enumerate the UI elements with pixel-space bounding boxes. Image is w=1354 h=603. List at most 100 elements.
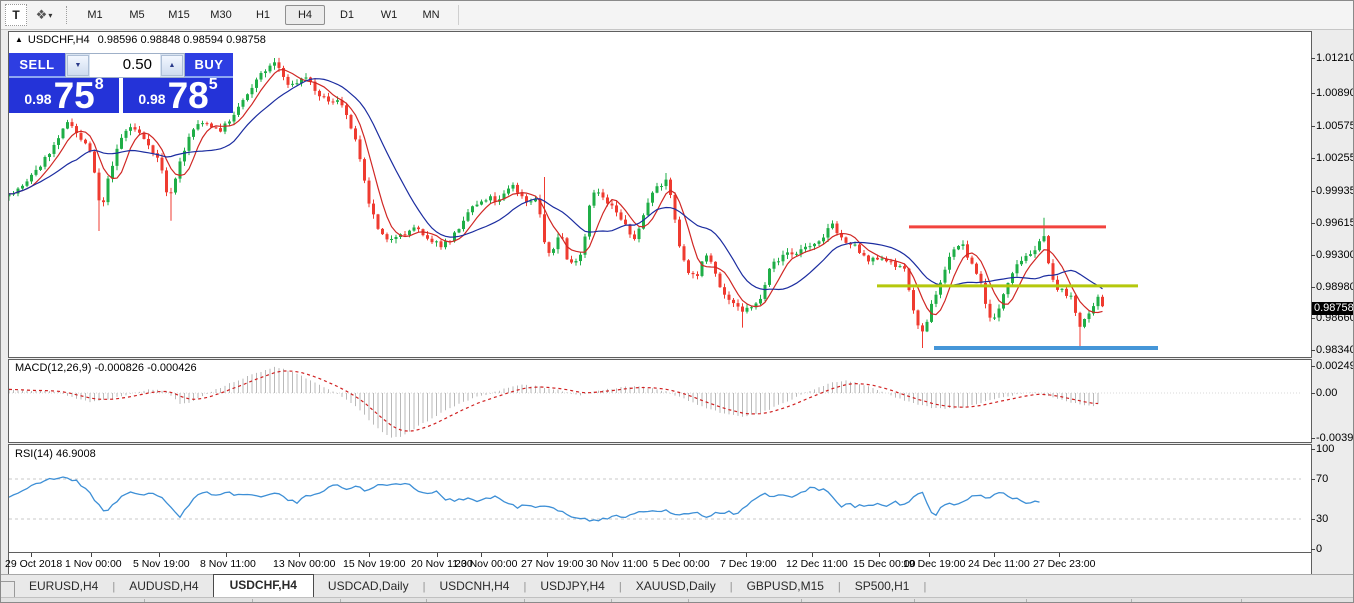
time-axis-tick [679, 553, 680, 557]
chart-tab-bar: EURUSD,H4 | AUDUSD,H4 USDCHF,H4 USDCAD,Daily… [1, 574, 1353, 597]
rsi-axis-label-tick [1311, 519, 1315, 520]
buy-button[interactable]: BUY [185, 53, 233, 78]
drawing-tool-button[interactable]: ❖ ▾ [31, 5, 57, 25]
time-axis-tick [547, 553, 548, 557]
bottom-strip-tick [688, 599, 689, 602]
rsi-canvas[interactable] [9, 445, 1311, 552]
price-axis-label-tick [1311, 93, 1315, 94]
bottom-strip-tick [801, 599, 802, 602]
bottom-strip-tick [914, 599, 915, 602]
tab-usdcad-daily[interactable]: USDCAD,Daily [327, 579, 409, 593]
price-axis-label-tick [1311, 126, 1315, 127]
time-axis-label: 8 Nov 11:00 [200, 558, 256, 570]
tab-separator: | [729, 581, 733, 593]
time-axis: 29 Oct 2018 1 Nov 00:00 5 Nov 19:00 8 Nov 1… [5, 553, 1312, 574]
chart-symbol-period: USDCHF,H4 [27, 34, 90, 46]
tab-audusd-h4[interactable]: AUDUSD,H4 [129, 579, 199, 593]
tab-sp500-h1[interactable]: SP500,H1 [854, 579, 910, 593]
sell-price-main: 75 [53, 75, 95, 116]
time-axis-label: 23 Nov 00:00 [455, 558, 518, 570]
price-axis-label: 0.99300 [1316, 249, 1354, 261]
time-axis-tick [91, 553, 92, 557]
drawing-tool-icon: ❖ [35, 7, 48, 22]
tab-usdjpy-h4[interactable]: USDJPY,H4 [540, 579, 605, 593]
chart-ohlc-values: 0.98596 0.98848 0.98594 0.98758 [97, 34, 266, 46]
timeframe-button-m5[interactable]: M5 [129, 9, 145, 21]
toolbar: T ❖ ▾ M1 M5 M15 M30 H1 H4 D1 W1 MN [1, 1, 1353, 30]
tab-gbpusd-m15[interactable]: GBPUSD,M15 [746, 579, 824, 593]
timeframe-button-m15[interactable]: M15 [168, 9, 190, 21]
rsi-axis-label: 100 [1316, 443, 1335, 455]
price-axis-label-tick [1311, 158, 1315, 159]
tab-eurusd-h4[interactable]: EURUSD,H4 [29, 579, 99, 593]
volume-input[interactable]: 0.50 [90, 54, 160, 77]
time-axis-label: 19 Dec 19:00 [903, 558, 966, 570]
time-axis-tick [746, 553, 747, 557]
volume-increase-button[interactable]: ▲ [161, 55, 183, 76]
collapse-arrow-icon[interactable]: ▲ [15, 35, 23, 44]
rsi-label: RSI(14) 46.9008 [15, 448, 96, 460]
current-price-badge: 0.98758 [1312, 302, 1354, 315]
volume-stepper: ▼ 0.50 ▲ [65, 53, 185, 78]
time-axis-label: 1 Nov 00:00 [65, 558, 122, 570]
price-axis-label-tick [1311, 318, 1315, 319]
buy-price[interactable]: 0.98 78 5 [123, 76, 233, 114]
price-axis-label-tick [1311, 255, 1315, 256]
rsi-axis-label-tick [1311, 549, 1315, 550]
buy-price-pip: 5 [208, 76, 218, 93]
tab-separator: | [422, 581, 426, 593]
price-axis-label-tick [1311, 191, 1315, 192]
time-axis-tick [437, 553, 438, 557]
timeframe-button-w1[interactable]: W1 [380, 9, 398, 21]
timeframe-button-mn[interactable]: MN [422, 9, 440, 21]
toolbar-separator [458, 5, 459, 25]
sell-price[interactable]: 0.98 75 8 [9, 75, 119, 116]
bottom-strip-tick [524, 599, 525, 602]
bottom-strip [1, 597, 1353, 602]
tab-separator: | [112, 581, 116, 593]
price-axis-label: 0.98980 [1316, 281, 1354, 293]
macd-axis-label: 0.002492 [1316, 360, 1353, 372]
time-axis-label: 13 Nov 00:00 [273, 558, 336, 570]
bottom-strip-tick [1026, 599, 1027, 602]
time-axis-label: 15 Dec 00:00 [853, 558, 916, 570]
volume-decrease-button[interactable]: ▼ [67, 55, 89, 76]
timeframe-button-h4[interactable]: H4 [285, 5, 325, 25]
sell-button[interactable]: SELL [9, 53, 65, 78]
tab-separator: | [523, 581, 527, 593]
chevron-down-icon: ▾ [48, 10, 53, 20]
time-axis-tick [31, 553, 32, 557]
timeframe-button-m30[interactable]: M30 [210, 9, 232, 21]
sell-price-pip: 8 [94, 76, 104, 93]
price-axis-label-tick [1311, 58, 1315, 59]
macd-canvas[interactable] [9, 360, 1311, 442]
time-axis-tick [812, 553, 813, 557]
tab-separator: | [618, 581, 622, 593]
time-axis-tick [369, 553, 370, 557]
timeframe-button-d1[interactable]: D1 [339, 9, 355, 21]
time-axis-tick [879, 553, 880, 557]
price-axis-label: 0.98340 [1316, 344, 1354, 356]
tab-usdchf-h4[interactable]: USDCHF,H4 [212, 574, 314, 597]
price-axis-label-tick [1311, 223, 1315, 224]
bottom-strip-tick [426, 599, 427, 602]
time-axis-label: 12 Dec 11:00 [786, 558, 848, 570]
one-click-trading-widget: SELL BUY ▼ 0.50 ▲ 0.98 75 8 0.98 78 5 [9, 53, 233, 116]
time-axis-tick [481, 553, 482, 557]
text-tool-button[interactable]: T [5, 4, 27, 26]
time-axis-label: 5 Dec 00:00 [653, 558, 710, 570]
sell-price-prefix: 0.98 [24, 91, 52, 107]
time-axis-label: 15 Nov 19:00 [343, 558, 406, 570]
time-axis-label: 20 Nov 11:00 [411, 558, 473, 570]
tab-xauusd-daily[interactable]: XAUUSD,Daily [635, 579, 716, 593]
timeframe-button-m1[interactable]: M1 [87, 9, 103, 21]
price-axis-label: 1.00575 [1316, 120, 1354, 132]
time-axis-tick [612, 553, 613, 557]
chart-title: ▲ USDCHF,H4 0.98596 0.98848 0.98594 0.9875… [15, 34, 266, 46]
main-chart-canvas[interactable] [9, 32, 1311, 357]
time-axis-tick [159, 553, 160, 557]
timeframe-button-h1[interactable]: H1 [255, 9, 271, 21]
tab-usdcnh-h4[interactable]: USDCNH,H4 [439, 579, 510, 593]
macd-panel [8, 359, 1312, 443]
